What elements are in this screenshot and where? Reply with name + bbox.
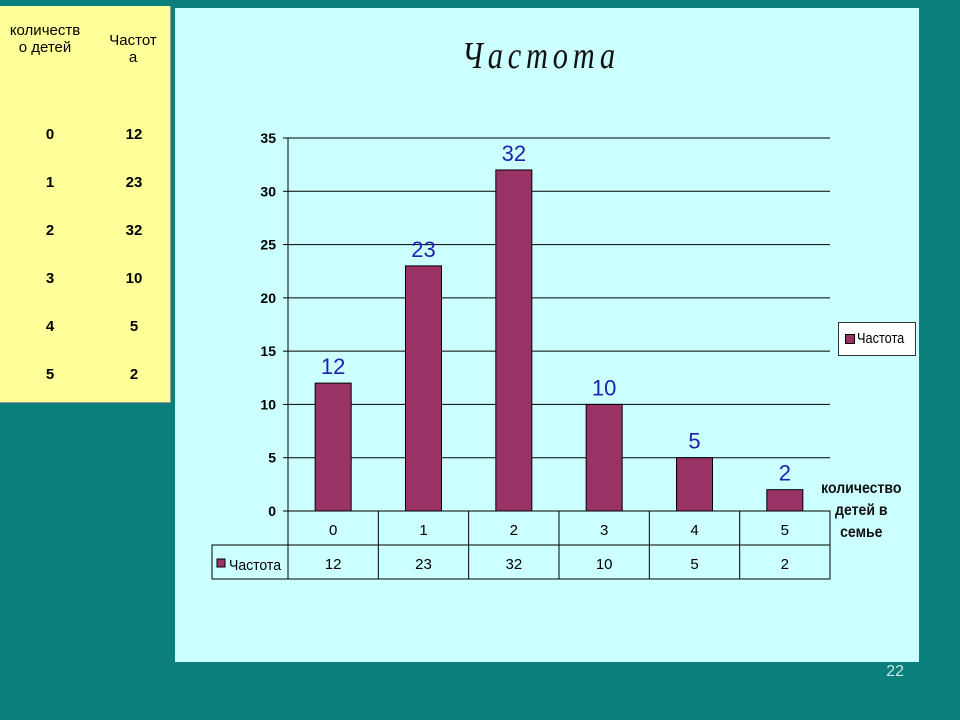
data-table-value: 10 [596,556,613,573]
table-cell-children: 4 [45,318,55,335]
data-table-value: 12 [325,556,342,573]
table-header-frequency: Частота [109,32,157,66]
data-table-series-label: Частота [229,557,282,574]
bar [676,457,713,512]
table-cell-children: 0 [45,126,55,143]
data-table-value: 2 [781,556,789,573]
y-tick-label: 15 [260,343,276,359]
data-label: 12 [321,354,345,379]
x-category-label: 2 [510,522,518,539]
legend-swatch [845,334,855,344]
table-cell-children: 3 [45,270,55,287]
data-label: 32 [502,141,526,166]
table-cell-frequency: 2 [129,366,139,383]
bar [585,403,623,512]
data-table-value: 23 [415,556,432,573]
x-category-label: 3 [600,522,608,539]
x-category-label: 4 [690,522,698,539]
x-category-label: 5 [781,522,789,539]
y-tick-label: 35 [260,130,276,146]
y-tick-label: 0 [268,503,276,519]
data-label: 5 [688,429,700,454]
y-tick-label: 30 [260,183,276,199]
table-cell-children: 5 [45,366,55,383]
x-category-label: 0 [329,522,337,539]
table-header-children: количество детей [9,22,81,56]
slide-number: 22 [886,663,904,680]
table-cell-frequency: 23 [125,174,143,191]
table-cell-frequency: 32 [125,222,143,239]
table-cell-children: 1 [45,174,55,191]
y-tick-label: 25 [260,237,276,253]
bar [495,169,533,512]
data-table-row-header [211,544,289,580]
frequency-table: количество детей Частота 0 12 1 23 2 32 3 10 4 5 5… [0,6,171,403]
y-tick-label: 20 [260,290,276,306]
y-tick-label: 10 [260,396,276,412]
y-tick-label: 5 [268,450,276,466]
data-label: 23 [411,237,435,262]
legend-label: Частота [857,330,905,347]
x-category-label: 1 [419,522,427,539]
bar [405,265,442,512]
table-cell-frequency: 12 [125,126,143,143]
table-cell-children: 2 [45,222,55,239]
table-cell-frequency: 10 [125,270,143,287]
data-label: 2 [779,461,791,486]
chart-legend: Частота [838,322,916,356]
data-table-value: 32 [505,556,522,573]
data-label: 10 [592,375,616,400]
bar [314,382,352,512]
data-table-swatch [216,558,226,568]
data-table-value: 5 [690,556,698,573]
plot-area [288,138,830,511]
chart-title: Частота [462,35,620,77]
table-cell-frequency: 5 [129,318,139,335]
bar [766,489,804,512]
x-axis-title: количество детей в семье [821,480,902,541]
